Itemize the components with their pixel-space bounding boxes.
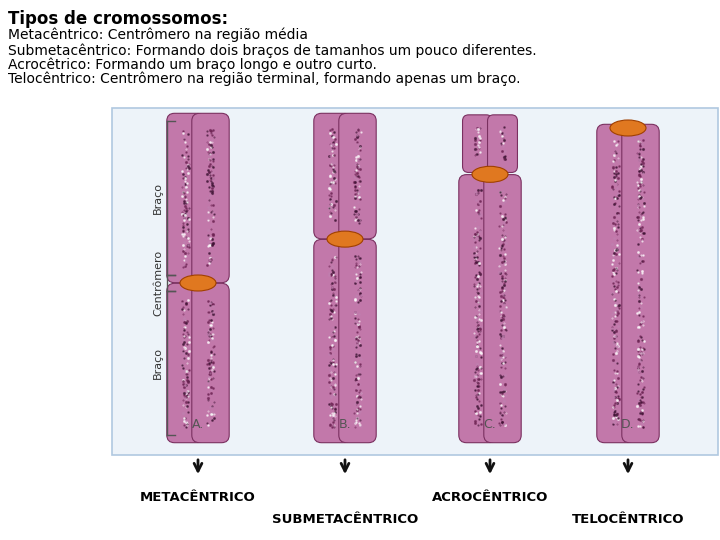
FancyBboxPatch shape: [462, 115, 492, 172]
Text: TELOCÊNTRICO: TELOCÊNTRICO: [572, 513, 684, 526]
Text: SUBMETACÊNTRICO: SUBMETACÊNTRICO: [272, 513, 418, 526]
FancyBboxPatch shape: [339, 239, 376, 443]
Bar: [112, 108, 718, 455]
Text: D.: D.: [621, 418, 635, 431]
Text: Acrocêtrico: Formando um braço longo e outro curto.: Acrocêtrico: Formando um braço longo e o…: [8, 58, 377, 72]
Ellipse shape: [180, 275, 216, 291]
Ellipse shape: [327, 231, 363, 247]
Text: C.: C.: [484, 418, 496, 431]
FancyBboxPatch shape: [339, 113, 376, 239]
FancyBboxPatch shape: [484, 174, 521, 443]
Ellipse shape: [610, 120, 646, 136]
Text: A.: A.: [192, 418, 204, 431]
Text: Centrômero: Centrômero: [153, 250, 163, 316]
FancyBboxPatch shape: [167, 284, 204, 443]
Text: Telocêntrico: Centrômero na região terminal, formando apenas um braço.: Telocêntrico: Centrômero na região termi…: [8, 72, 521, 86]
Text: Submetacêntrico: Formando dois braços de tamanhos um pouco diferentes.: Submetacêntrico: Formando dois braços de…: [8, 44, 536, 58]
FancyBboxPatch shape: [314, 113, 351, 239]
Text: Tipos de cromossomos:: Tipos de cromossomos:: [8, 10, 228, 28]
FancyBboxPatch shape: [459, 174, 496, 443]
FancyBboxPatch shape: [597, 124, 634, 443]
Text: Braço: Braço: [153, 182, 163, 214]
Text: ACROCÊNTRICO: ACROCÊNTRICO: [432, 491, 548, 504]
Text: METACÊNTRICO: METACÊNTRICO: [140, 491, 256, 504]
FancyBboxPatch shape: [167, 113, 204, 283]
FancyBboxPatch shape: [192, 113, 229, 283]
FancyBboxPatch shape: [192, 284, 229, 443]
Text: Braço: Braço: [153, 347, 163, 379]
FancyBboxPatch shape: [487, 115, 518, 172]
FancyBboxPatch shape: [314, 239, 351, 443]
Ellipse shape: [472, 166, 508, 183]
Text: Metacêntrico: Centrômero na região média: Metacêntrico: Centrômero na região média: [8, 28, 308, 43]
Text: B.: B.: [338, 418, 351, 431]
FancyBboxPatch shape: [622, 124, 660, 443]
